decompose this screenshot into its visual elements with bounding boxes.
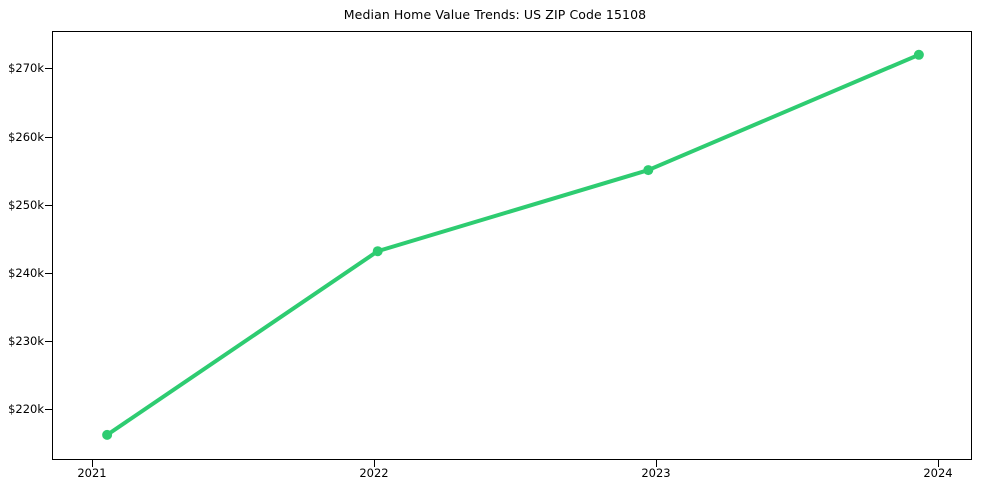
x-tick-label-2021: 2021: [77, 466, 107, 480]
data-point-2021: [102, 429, 113, 440]
y-tick-label-260k: $260k: [8, 130, 44, 144]
data-point-2023: [643, 165, 654, 176]
plot-area: [52, 31, 972, 460]
y-tick-mark-260k: [45, 137, 52, 138]
x-tick-label-2023: 2023: [641, 466, 671, 480]
x-tick-label-2022: 2022: [359, 466, 389, 480]
data-point-2024: [913, 49, 924, 60]
y-tick-mark-240k: [45, 273, 52, 274]
x-tick-mark-2021: [92, 460, 93, 467]
y-tick-mark-230k: [45, 341, 52, 342]
data-point-markers: [102, 49, 924, 440]
x-tick-mark-2023: [656, 460, 657, 467]
line-series-svg: [102, 49, 924, 440]
x-tick-mark-2022: [374, 460, 375, 467]
y-tick-label-270k: $270k: [8, 61, 44, 75]
y-axis-tick-labels: $270k $260k $250k $240k $230k $220k: [0, 0, 44, 490]
median-home-value-line: [105, 52, 921, 437]
chart-title: Median Home Value Trends: US ZIP Code 15…: [343, 7, 647, 22]
data-point-2022: [372, 246, 383, 257]
x-tick-mark-2024: [938, 460, 939, 467]
y-tick-mark-250k: [45, 205, 52, 206]
y-tick-mark-220k: [45, 409, 52, 410]
y-tick-label-250k: $250k: [8, 198, 44, 212]
y-tick-label-220k: $220k: [8, 402, 44, 416]
y-tick-mark-270k: [45, 68, 52, 69]
x-tick-label-2024: 2024: [923, 466, 953, 480]
y-tick-label-230k: $230k: [8, 334, 44, 348]
y-tick-label-240k: $240k: [8, 266, 44, 280]
